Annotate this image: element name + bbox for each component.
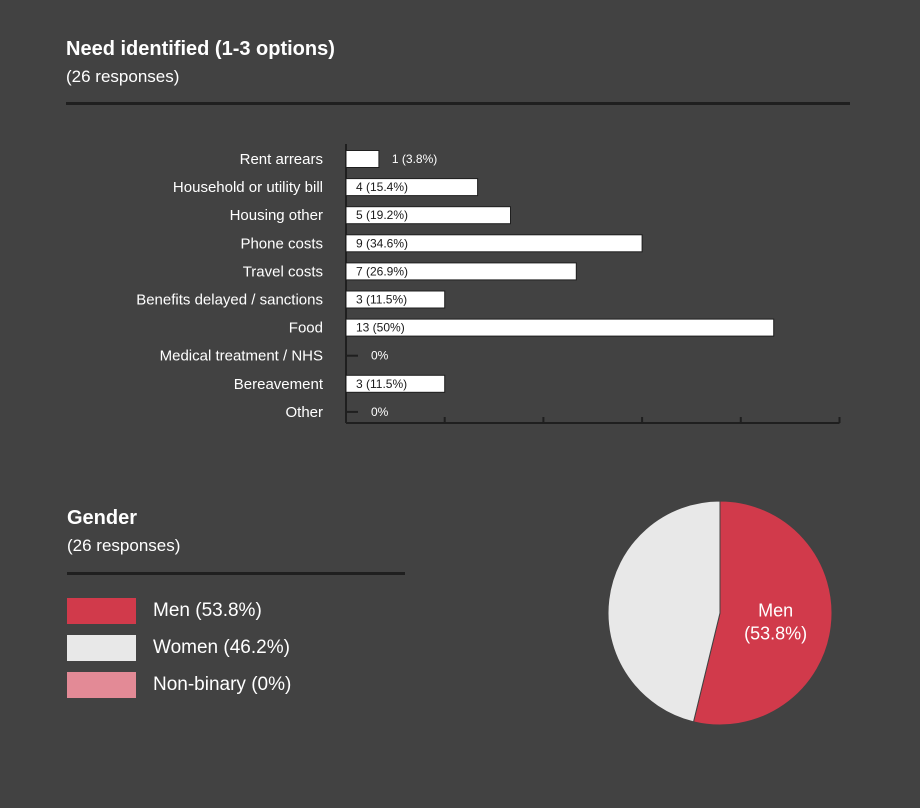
pie-slice-label: Men — [758, 601, 793, 621]
bar — [345, 318, 775, 337]
bar-category-label: Housing other — [230, 207, 323, 224]
bar — [345, 206, 511, 225]
bar-category-label: Other — [285, 404, 323, 421]
legend-item-men: Men (53.8%) — [67, 598, 291, 624]
bar — [345, 290, 446, 309]
bar-value-label: 0% — [371, 349, 389, 363]
bar — [345, 374, 446, 393]
pie-chart-divider — [67, 572, 405, 575]
bar-value-label: 4 (15.4%) — [356, 180, 408, 194]
bar-value-label: 5 (19.2%) — [356, 208, 408, 222]
bar — [345, 262, 577, 281]
bar-category-label: Benefits delayed / sanctions — [136, 292, 323, 309]
bar-category-label: Rent arrears — [240, 151, 323, 168]
bar-category-label: Bereavement — [234, 376, 324, 393]
pie-slice — [692, 500, 833, 726]
bar-chart-subtitle: (26 responses) — [66, 67, 180, 86]
bar-value-label: 0% — [371, 405, 389, 419]
bar-value-label: 13 (50%) — [356, 321, 405, 335]
legend-label-men: Men (53.8%) — [153, 600, 262, 621]
bar-value-label: 1 (3.8%) — [392, 152, 437, 166]
bar-chart-divider — [66, 102, 850, 105]
pie-legend: Men (53.8%) Women (46.2%) Non-binary (0%… — [67, 598, 291, 709]
pie-chart: Men (53.8%) — [607, 500, 833, 726]
pie-slice-label: (53.8%) — [744, 624, 807, 644]
bar-chart: Rent arrears 1 (3.8%) Household or utility… — [136, 144, 841, 424]
legend-item-women: Women (46.2%) — [67, 635, 291, 661]
bar-category-label: Travel costs — [243, 263, 323, 280]
bar — [345, 234, 643, 253]
bar-category-label: Household or utility bill — [173, 179, 323, 196]
bar — [345, 150, 380, 168]
bar-chart-title: Need identified (1-3 options) — [66, 38, 335, 60]
bar-value-label: 3 (11.5%) — [356, 377, 407, 391]
pie-chart-subtitle: (26 responses) — [67, 536, 181, 555]
bar-category-label: Medical treatment / NHS — [160, 348, 323, 365]
legend-item-non-binary: Non-binary (0%) — [67, 672, 291, 698]
bar-value-label: 3 (11.5%) — [356, 293, 407, 307]
bar-category-label: Food — [289, 320, 323, 337]
legend-swatch-men — [67, 598, 136, 624]
pie-slice — [607, 500, 721, 723]
bar-value-label: 9 (34.6%) — [356, 236, 408, 250]
legend-swatch-non-binary — [67, 672, 136, 698]
bar-value-label: 7 (26.9%) — [356, 264, 408, 278]
bar-category-label: Phone costs — [240, 235, 323, 252]
legend-swatch-women — [67, 635, 136, 661]
bar — [345, 178, 479, 197]
legend-label-women: Women (46.2%) — [153, 637, 290, 658]
pie-chart-title: Gender — [67, 507, 138, 529]
legend-label-non-binary: Non-binary (0%) — [153, 674, 292, 695]
